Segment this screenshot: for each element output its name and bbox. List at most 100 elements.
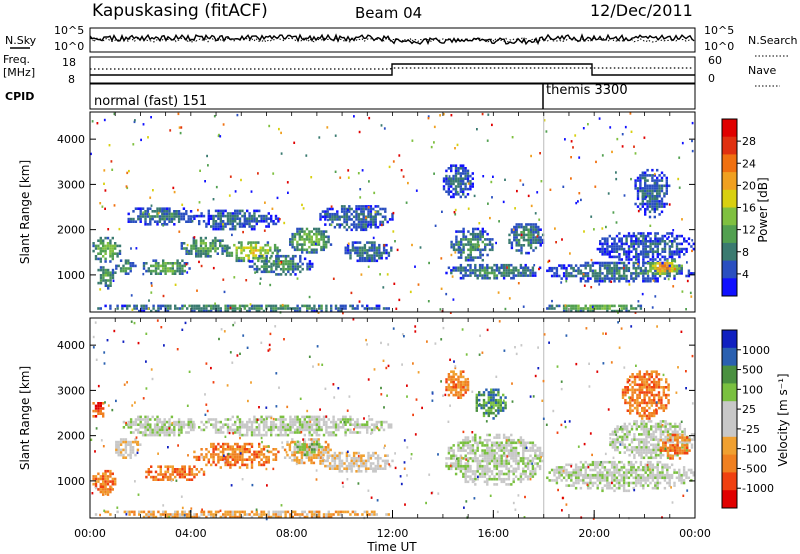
- power-cell-r12: [445, 180, 448, 183]
- velocity-cell-r3: [134, 418, 138, 421]
- velocity-cell-r8: [310, 415, 314, 419]
- power-cell-r16: [594, 269, 597, 273]
- velocity-cell-r4: [183, 465, 186, 468]
- power-cell-r0: [111, 247, 114, 250]
- power-cell-r10: [360, 228, 363, 232]
- power-cell-r20: [572, 304, 575, 308]
- velocity-cell-r10: [445, 380, 448, 384]
- power-cell-r17: [632, 234, 635, 238]
- power-cell-r5: [214, 249, 217, 253]
- power-cell-r13: [450, 240, 453, 244]
- velocity-cell-r4: [164, 475, 167, 479]
- power-cell-r8: [284, 257, 288, 261]
- power-cell-r16: [632, 272, 635, 275]
- velocity-cell-r8: [349, 423, 352, 426]
- velocity-cell-r12: [493, 462, 496, 465]
- power-cell-r11: [373, 259, 376, 263]
- power-cell-r18: [663, 272, 667, 275]
- velocity-cell-r12: [493, 477, 496, 481]
- power-cell-r21: [361, 304, 364, 308]
- velocity-cell-r9: [362, 459, 365, 463]
- power-ytick-label: 2000: [57, 224, 85, 237]
- power-cell-r8: [263, 262, 266, 266]
- velocity-cell-r12: [531, 446, 535, 450]
- velocity-cell-r13: [584, 468, 587, 472]
- power-cell-r17: [627, 255, 631, 259]
- velocity-cell-r12: [445, 462, 448, 465]
- power-cell-r19: [634, 179, 637, 182]
- power-speckle: [481, 112, 484, 116]
- power-cell-r16: [649, 279, 652, 283]
- power-cell-r6: [229, 214, 232, 218]
- power-cell-r16: [579, 279, 583, 283]
- velocity-cell-r4: [147, 473, 150, 476]
- power-cell-r11: [344, 246, 347, 250]
- velocity-cell-r2: [124, 451, 128, 454]
- power-cell-r17: [639, 242, 643, 246]
- power-cell-r16: [606, 272, 609, 275]
- power-cell-r20: [603, 307, 607, 310]
- velocity-cell-r12: [471, 444, 475, 447]
- power-cell-r3: [158, 215, 162, 218]
- velocity-cell-r12: [510, 446, 513, 450]
- power-cell-r17: [656, 240, 659, 243]
- power-cell-r9: [305, 227, 309, 231]
- velocity-cell-r8: [294, 415, 297, 419]
- velocity-cell-r9: [321, 459, 325, 463]
- power-cell-r10: [319, 212, 322, 216]
- velocity-cell-r12: [507, 472, 511, 476]
- velocity-cell-r12: [519, 457, 523, 460]
- velocity-cell-r5: [241, 448, 244, 451]
- power-speckle: [339, 176, 342, 179]
- velocity-cell-r12: [471, 436, 475, 439]
- power-cell-r16: [586, 279, 590, 283]
- velocity-cell-r9: [331, 459, 334, 463]
- velocity-cell-r8: [291, 423, 294, 426]
- power-cell-r20: [610, 309, 614, 313]
- power-cell-r15: [539, 238, 542, 242]
- power-cell-r0: [102, 249, 105, 253]
- power-speckle: [148, 299, 150, 302]
- velocity-cell-r8: [272, 428, 275, 432]
- power-cell-r20: [570, 304, 573, 308]
- velocity-cell-r6: [286, 443, 289, 446]
- power-cell-r21: [166, 309, 170, 313]
- power-cell-r15: [527, 241, 530, 244]
- power-cell-r0: [94, 244, 98, 248]
- velocity-cell-r11: [492, 417, 495, 420]
- power-cell-r15: [522, 244, 526, 247]
- velocity-cell-r12: [466, 475, 470, 478]
- velocity-cell-r5: [226, 461, 230, 464]
- velocity-cell-r9: [350, 457, 353, 460]
- power-cell-r21: [219, 309, 222, 313]
- power-cell-r14: [510, 271, 513, 275]
- power-cell-r19: [634, 184, 637, 188]
- power-speckle: [502, 200, 505, 204]
- power-cell-r19: [656, 194, 659, 198]
- power-cell-r20: [596, 304, 599, 308]
- power-cell-r21: [181, 307, 184, 310]
- power-cell-r20: [577, 304, 580, 308]
- power-cell-r10: [369, 215, 373, 219]
- power-cell-r7: [259, 251, 262, 255]
- power-cell-r5: [187, 249, 191, 253]
- velocity-cell-r5: [210, 453, 213, 456]
- power-cell-r19: [660, 184, 664, 188]
- velocity-cell-r10: [459, 383, 463, 386]
- power-cell-r6: [243, 217, 246, 220]
- velocity-cell-r12: [469, 464, 472, 468]
- power-cell-r16: [644, 266, 647, 270]
- power-speckle: [686, 261, 688, 264]
- power-speckle: [667, 235, 670, 239]
- power-cell-r19: [660, 189, 664, 193]
- velocity-cell-r8: [279, 428, 282, 432]
- power-cell-r18: [661, 264, 664, 268]
- power-cell-r5: [185, 247, 188, 250]
- velocity-cell-r5: [274, 455, 278, 459]
- power-cell-r12: [454, 169, 458, 173]
- power-cell-r21: [205, 304, 208, 308]
- velocity-cell-r11: [475, 406, 478, 410]
- velocity-cell-r5: [212, 458, 215, 461]
- power-cell-r10: [362, 218, 365, 221]
- velocity-cell-r10: [464, 383, 467, 386]
